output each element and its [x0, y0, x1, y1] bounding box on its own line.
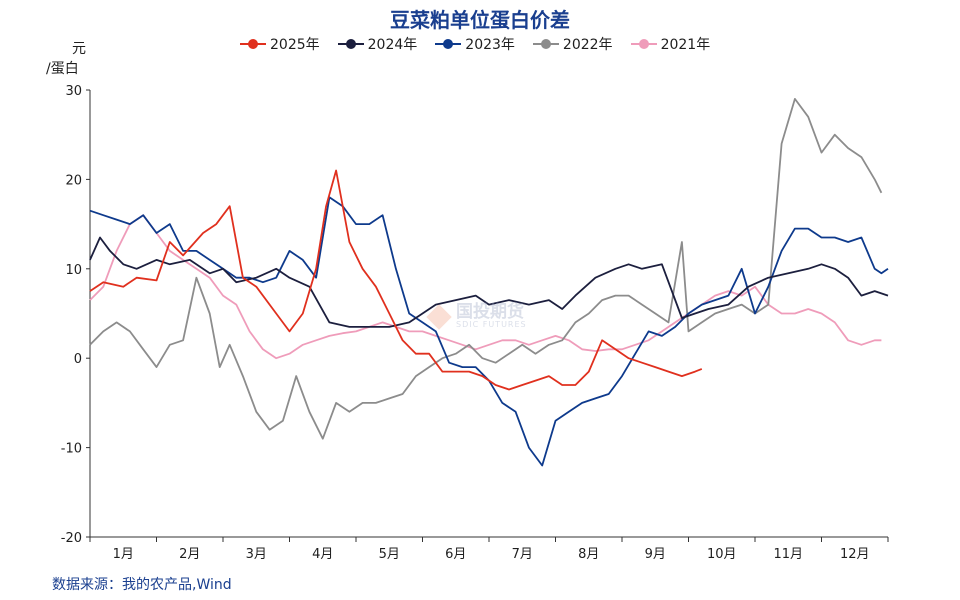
y-tick-label: 10	[65, 263, 82, 278]
x-tick-label: 3月	[246, 547, 267, 562]
series-line-2023	[89, 196, 889, 467]
x-tick-label: 9月	[645, 547, 666, 562]
legend-label: 2024年	[367, 37, 418, 53]
series-line-2024	[89, 236, 889, 328]
legend-label: 2022年	[562, 37, 613, 53]
source-note: 数据来源：我的农产品,Wind	[52, 577, 232, 593]
legend-swatch-icon	[532, 37, 559, 51]
series-line-2022	[89, 98, 883, 440]
x-tick-label: 4月	[312, 547, 333, 562]
series-line-2025	[89, 169, 703, 391]
legend-swatch-icon	[435, 37, 462, 51]
legend-item: 2022年	[532, 34, 613, 54]
legend-label: 2023年	[465, 37, 515, 53]
x-tick-label: 8月	[578, 547, 599, 562]
y-tick-label: -10	[61, 442, 82, 457]
legend-item: 2021年	[630, 34, 711, 54]
x-tick-label: 12月	[840, 547, 870, 562]
watermark-text-cn: 国投期货	[456, 302, 524, 322]
watermark-text-en: SDIC FUTURES	[456, 320, 527, 329]
x-tick-label: 10月	[707, 547, 737, 562]
y-tick-label: -20	[61, 531, 82, 546]
y-axis-unit-label: 元	[72, 41, 86, 57]
y-axis-unit-label-2: /蛋白	[46, 61, 79, 77]
x-tick-label: 11月	[773, 547, 803, 562]
legend-label: 2021年	[660, 37, 711, 53]
y-tick-label: 20	[65, 173, 82, 188]
x-tick-label: 6月	[445, 547, 466, 562]
x-tick-label: 7月	[512, 547, 533, 562]
legend-label: 2025年	[270, 37, 320, 53]
legend: 2025年 2024年 2023年 2022年 2021年	[240, 34, 710, 54]
legend-item: 2024年	[337, 34, 418, 54]
y-tick-label: 30	[65, 84, 82, 99]
x-tick-label: 5月	[379, 547, 400, 562]
x-tick-label: 1月	[113, 547, 134, 562]
legend-item: 2023年	[435, 34, 515, 54]
legend-item: 2025年	[240, 34, 320, 54]
legend-swatch-icon	[240, 37, 266, 51]
chart-title: 豆菜粕单位蛋白价差	[390, 8, 570, 32]
watermark: 国投期货 SDIC FUTURES	[426, 302, 527, 330]
legend-swatch-icon	[630, 37, 657, 51]
series-line-2021	[89, 214, 882, 360]
watermark-logo-icon	[426, 303, 452, 330]
legend-swatch-icon	[337, 37, 364, 51]
x-tick-label: 2月	[179, 547, 200, 562]
y-tick-label: 0	[74, 352, 82, 367]
